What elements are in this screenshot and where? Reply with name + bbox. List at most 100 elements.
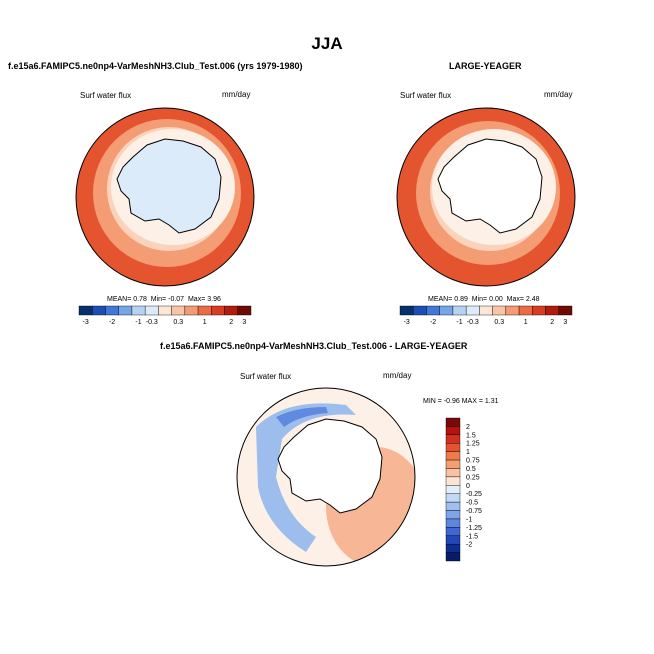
left-panel-case-title: f.e15a6.FAMIPC5.ne0np4-VarMeshNH3.Club_T… (8, 61, 303, 71)
colorbar-tick-label: 3 (242, 319, 246, 326)
colorbar-swatch (399, 305, 414, 316)
diff-panel-map (236, 387, 416, 567)
vertical-colorbar-swatch (445, 426, 461, 436)
colorbar-tick-label: 1 (203, 319, 207, 326)
diff-panel-variable: Surf water flux (240, 372, 292, 381)
colorbar-swatch (92, 305, 106, 316)
colorbar-swatch (158, 305, 172, 316)
vertical-colorbar-swatch (445, 535, 461, 545)
vertical-colorbar-label: -0.75 (466, 508, 482, 515)
left-panel-stats: MEAN= 0.78 Min= -0.07 Max= 3.96 (107, 296, 221, 303)
right-colorbar: -3 -2 -1 -0.3 0.3 1 2 3 (399, 305, 573, 326)
left-map-ice-antarctica (117, 139, 221, 233)
colorbar-swatch (237, 305, 252, 316)
colorbar-swatch (518, 305, 533, 316)
colorbar-swatch (479, 305, 493, 316)
right-panel-map (396, 107, 576, 287)
vertical-colorbar-label: 1 (466, 449, 470, 456)
diff-panel-minmax: MIN = -0.96 MAX = 1.31 (423, 398, 499, 405)
colorbar-swatch (78, 305, 93, 316)
colorbar-swatch (505, 305, 520, 316)
colorbar-tick-label: 2 (550, 319, 554, 326)
colorbar-swatch (532, 305, 546, 316)
colorbar-tick-label: 0.3 (173, 319, 183, 326)
colorbar-swatch (211, 305, 225, 316)
diff-map-negative-band (256, 403, 356, 552)
right-panel-stats: MEAN= 0.89 Min= 0.00 Max= 2.48 (428, 296, 540, 303)
colorbar-tick-label: -1 (456, 319, 462, 326)
vertical-colorbar-label: 0.75 (466, 458, 480, 465)
colorbar-swatch (131, 305, 146, 316)
colorbar-swatch (465, 305, 480, 316)
vertical-colorbar-swatch (445, 468, 461, 478)
vertical-colorbar-swatch (445, 518, 461, 528)
colorbar-tick-label: -0.3 (146, 319, 158, 326)
vertical-colorbar-swatch (445, 527, 461, 536)
colorbar-swatch (558, 305, 573, 316)
colorbar-swatch (426, 305, 440, 316)
vertical-colorbar-label: -0.5 (466, 500, 478, 507)
vertical-colorbar-label: -2 (466, 542, 472, 549)
left-panel-units: mm/day (222, 90, 251, 99)
colorbar-swatch (197, 305, 212, 316)
vertical-colorbar-label: 1.25 (466, 441, 480, 448)
vertical-colorbar-swatch (445, 451, 461, 461)
right-panel-units: mm/day (544, 90, 573, 99)
vertical-colorbar-label: 2 (466, 424, 470, 431)
vertical-colorbar-label: -0.25 (466, 491, 482, 498)
vertical-colorbar-label: -1.25 (466, 525, 482, 532)
colorbar-tick-label: 1 (524, 319, 528, 326)
vertical-colorbar-swatch (445, 493, 461, 503)
vertical-colorbar-swatch (445, 476, 461, 486)
colorbar-tick-label: -2 (430, 319, 436, 326)
colorbar-swatch (118, 305, 133, 316)
vertical-colorbar-label: 0.5 (466, 466, 476, 473)
vertical-colorbar-swatch (445, 459, 461, 469)
colorbar-swatch (452, 305, 467, 316)
colorbar-tick-label: -0.3 (467, 319, 479, 326)
colorbar-swatch (144, 305, 159, 316)
colorbar-tick-label: -3 (82, 319, 88, 326)
vertical-colorbar-label: -1 (466, 516, 472, 523)
colorbar-swatch (171, 305, 186, 316)
right-map-land-antarctica (438, 139, 542, 233)
vertical-colorbar-swatch (445, 485, 461, 494)
diff-map-negative-core (276, 407, 328, 427)
vertical-colorbar-swatch (445, 417, 461, 427)
colorbar-tick-label: -3 (403, 319, 409, 326)
vertical-colorbar-swatch (445, 552, 461, 562)
colorbar-swatch (545, 305, 559, 316)
colorbar-tick-label: 0.3 (494, 319, 504, 326)
figure-title: JJA (311, 34, 343, 53)
colorbar-tick-label: 3 (563, 319, 567, 326)
vertical-colorbar-label: -1.5 (466, 533, 478, 540)
colorbar-swatch (492, 305, 507, 316)
diff-panel-case-title: f.e15a6.FAMIPC5.ne0np4-VarMeshNH3.Club_T… (160, 341, 468, 351)
left-map-hot-spot (155, 267, 195, 286)
left-panel-map (75, 107, 255, 287)
colorbar-tick-label: -1 (135, 319, 141, 326)
vertical-colorbar-swatch (445, 543, 461, 553)
colorbar-tick-label: 2 (229, 319, 233, 326)
vertical-colorbar-swatch (445, 443, 461, 452)
colorbar-swatch (439, 305, 454, 316)
vertical-colorbar-label: 0.25 (466, 474, 480, 481)
colorbar-swatch (413, 305, 427, 316)
right-panel-case-title: LARGE-YEAGER (449, 61, 522, 71)
right-map-coastline (437, 138, 543, 234)
left-map-coastline (116, 138, 222, 234)
vertical-colorbar-swatch (445, 510, 461, 520)
colorbar-swatch (105, 305, 119, 316)
right-panel-variable: Surf water flux (400, 91, 452, 100)
left-panel-variable: Surf water flux (80, 91, 132, 100)
vertical-colorbar-swatch (445, 434, 461, 444)
colorbar-swatch (224, 305, 238, 316)
left-colorbar: -3 -2 -1 -0.3 0.3 1 2 3 (78, 305, 252, 326)
vertical-colorbar-label: 0 (466, 483, 470, 490)
colorbar-swatch (184, 305, 199, 316)
colorbar-tick-label: -2 (109, 319, 115, 326)
vertical-colorbar-label: 1.5 (466, 432, 476, 439)
diff-map-coastline (277, 418, 383, 514)
diff-panel-units: mm/day (383, 371, 412, 380)
diff-map-land-antarctica (278, 419, 382, 513)
